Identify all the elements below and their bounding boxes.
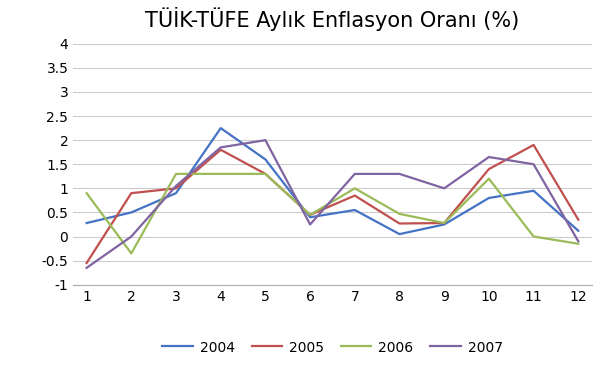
2004 (127, 210, 135, 215)
Legend: 2004, 2005, 2006, 2007: 2004, 2005, 2006, 2007 (157, 335, 508, 360)
2005 (575, 218, 582, 222)
2006 (440, 221, 448, 225)
2004 (217, 126, 224, 130)
2004 (575, 228, 582, 233)
2007 (351, 172, 359, 176)
2005 (351, 193, 359, 198)
2007 (83, 266, 90, 270)
2005 (530, 143, 537, 147)
2007 (575, 239, 582, 243)
2007 (440, 186, 448, 191)
2006 (173, 172, 180, 176)
2006 (396, 212, 403, 216)
2006 (217, 172, 224, 176)
2006 (83, 191, 90, 195)
2004 (83, 221, 90, 225)
Line: 2006: 2006 (87, 174, 578, 253)
2005 (127, 191, 135, 195)
2007 (530, 162, 537, 166)
Line: 2005: 2005 (87, 145, 578, 263)
2006 (575, 242, 582, 246)
2006 (530, 234, 537, 239)
2007 (127, 234, 135, 239)
2005 (485, 167, 492, 171)
2007 (396, 172, 403, 176)
2004 (262, 157, 269, 162)
2006 (127, 251, 135, 255)
2004 (396, 232, 403, 236)
2004 (306, 215, 314, 219)
2006 (262, 172, 269, 176)
2005 (217, 147, 224, 152)
2007 (306, 222, 314, 227)
2007 (173, 184, 180, 188)
2004 (351, 208, 359, 212)
2004 (173, 191, 180, 195)
2007 (262, 138, 269, 142)
2005 (396, 221, 403, 226)
2006 (306, 213, 314, 217)
2005 (262, 172, 269, 176)
Line: 2007: 2007 (87, 140, 578, 268)
2004 (485, 196, 492, 200)
Line: 2004: 2004 (87, 128, 578, 234)
2006 (351, 186, 359, 191)
2006 (485, 177, 492, 181)
2005 (440, 221, 448, 225)
2005 (306, 213, 314, 217)
2005 (173, 186, 180, 191)
Title: TÜİK-TÜFE Aylık Enflasyon Oranı (%): TÜİK-TÜFE Aylık Enflasyon Oranı (%) (145, 7, 520, 31)
2007 (217, 145, 224, 150)
2004 (530, 189, 537, 193)
2004 (440, 222, 448, 227)
2007 (485, 155, 492, 159)
2005 (83, 261, 90, 265)
